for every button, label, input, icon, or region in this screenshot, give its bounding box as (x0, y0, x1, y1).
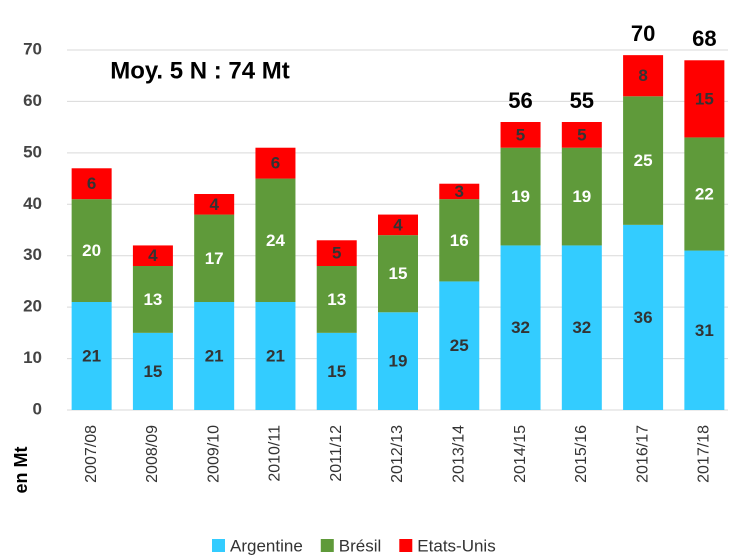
data-label: 4 (209, 195, 219, 214)
bar-segment (378, 214, 418, 236)
data-label: 15 (695, 89, 714, 108)
bar-segment (255, 178, 296, 302)
bar-segment (71, 302, 112, 410)
bar-segment (132, 266, 173, 333)
data-label: 15 (143, 362, 162, 381)
bar-segment (684, 137, 725, 251)
bar-segment (500, 147, 541, 246)
y-axis-label: en Mt (11, 446, 31, 493)
data-label: 19 (572, 187, 591, 206)
y-tick-label: 10 (23, 348, 42, 367)
x-tick-label: 2011/12 (328, 425, 345, 482)
bar-segment (316, 332, 357, 410)
y-tick-label: 0 (33, 399, 42, 418)
bar-segment (561, 122, 602, 148)
data-label: 4 (393, 215, 403, 234)
x-tick-label: 2013/14 (450, 425, 467, 483)
y-tick-label: 20 (23, 297, 42, 316)
bar-segment (378, 312, 418, 410)
bar-segment (378, 235, 418, 313)
data-label: 19 (389, 352, 408, 371)
bar-segment (194, 194, 235, 215)
data-label: 6 (271, 154, 280, 173)
bar-segment (132, 332, 173, 410)
data-label: 36 (634, 308, 653, 327)
total-label: 55 (570, 88, 594, 113)
x-tick-label: 2007/08 (83, 425, 100, 483)
total-label: 68 (692, 26, 716, 51)
data-label: 16 (450, 231, 469, 250)
data-label: 5 (577, 125, 586, 144)
y-tick-label: 70 (23, 39, 42, 58)
total-label: 70 (631, 21, 655, 46)
bar-segment (500, 122, 541, 148)
data-label: 32 (572, 318, 591, 337)
x-tick-label: 2009/10 (205, 425, 222, 483)
bar-segment (71, 199, 112, 302)
data-label: 4 (148, 246, 158, 265)
bar-segment (316, 240, 357, 266)
data-label: 17 (205, 249, 224, 268)
bar-segment (194, 302, 235, 410)
bar-segment (316, 266, 357, 333)
data-label: 13 (327, 290, 346, 309)
data-label: 25 (634, 151, 653, 170)
x-tick-label: 2010/11 (267, 425, 284, 482)
data-label: 8 (638, 66, 647, 85)
y-tick-label: 60 (23, 91, 42, 110)
y-tick-label: 30 (23, 245, 42, 264)
bar-segment (132, 245, 173, 266)
legend-label: Argentine (230, 536, 303, 555)
data-label: 13 (143, 290, 162, 309)
data-label: 21 (266, 346, 285, 365)
bar-segment (684, 60, 725, 138)
legend-label: Brésil (339, 536, 382, 555)
data-label: 5 (516, 125, 525, 144)
bar-segment (255, 147, 296, 179)
data-label: 3 (455, 182, 464, 201)
data-label: 6 (87, 174, 96, 193)
bar-segment (439, 183, 480, 200)
bar-segment (500, 245, 541, 410)
data-label: 25 (450, 336, 469, 355)
bar-segment (439, 281, 480, 410)
legend-label: Etats-Unis (417, 536, 495, 555)
bar-segment (623, 224, 664, 410)
data-label: 15 (327, 362, 346, 381)
bar-segment (255, 302, 296, 410)
data-label: 24 (266, 231, 285, 250)
x-tick-label: 2008/09 (144, 425, 161, 483)
x-tick-label: 2015/16 (573, 425, 590, 483)
data-label: 5 (332, 244, 341, 263)
x-tick-label: 2014/15 (512, 425, 529, 483)
bar-segment (71, 168, 112, 200)
y-tick-label: 40 (23, 194, 42, 213)
bar-segment (623, 55, 664, 97)
data-label: 22 (695, 184, 714, 203)
total-label: 56 (508, 88, 532, 113)
bar-segment (561, 245, 602, 410)
x-tick-label: 2016/17 (634, 425, 651, 483)
bar-segment (194, 214, 235, 302)
bar-segment (623, 96, 664, 225)
legend-swatch (212, 539, 225, 552)
data-label: 21 (205, 346, 224, 365)
bar-segment (561, 147, 602, 246)
x-tick-label: 2012/13 (389, 425, 406, 483)
data-label: 21 (82, 346, 101, 365)
bar-segment (439, 199, 480, 282)
x-tick-label: 2017/18 (696, 425, 713, 483)
bar-segment (684, 250, 725, 410)
data-label: 20 (82, 241, 101, 260)
data-label: 15 (389, 264, 408, 283)
data-label: 32 (511, 318, 530, 337)
data-label: 31 (695, 321, 714, 340)
annotation: Moy. 5 N : 74 Mt (110, 57, 290, 84)
data-label: 19 (511, 187, 530, 206)
legend-swatch (399, 539, 413, 552)
legend-swatch (320, 539, 334, 552)
y-tick-label: 50 (23, 142, 42, 161)
